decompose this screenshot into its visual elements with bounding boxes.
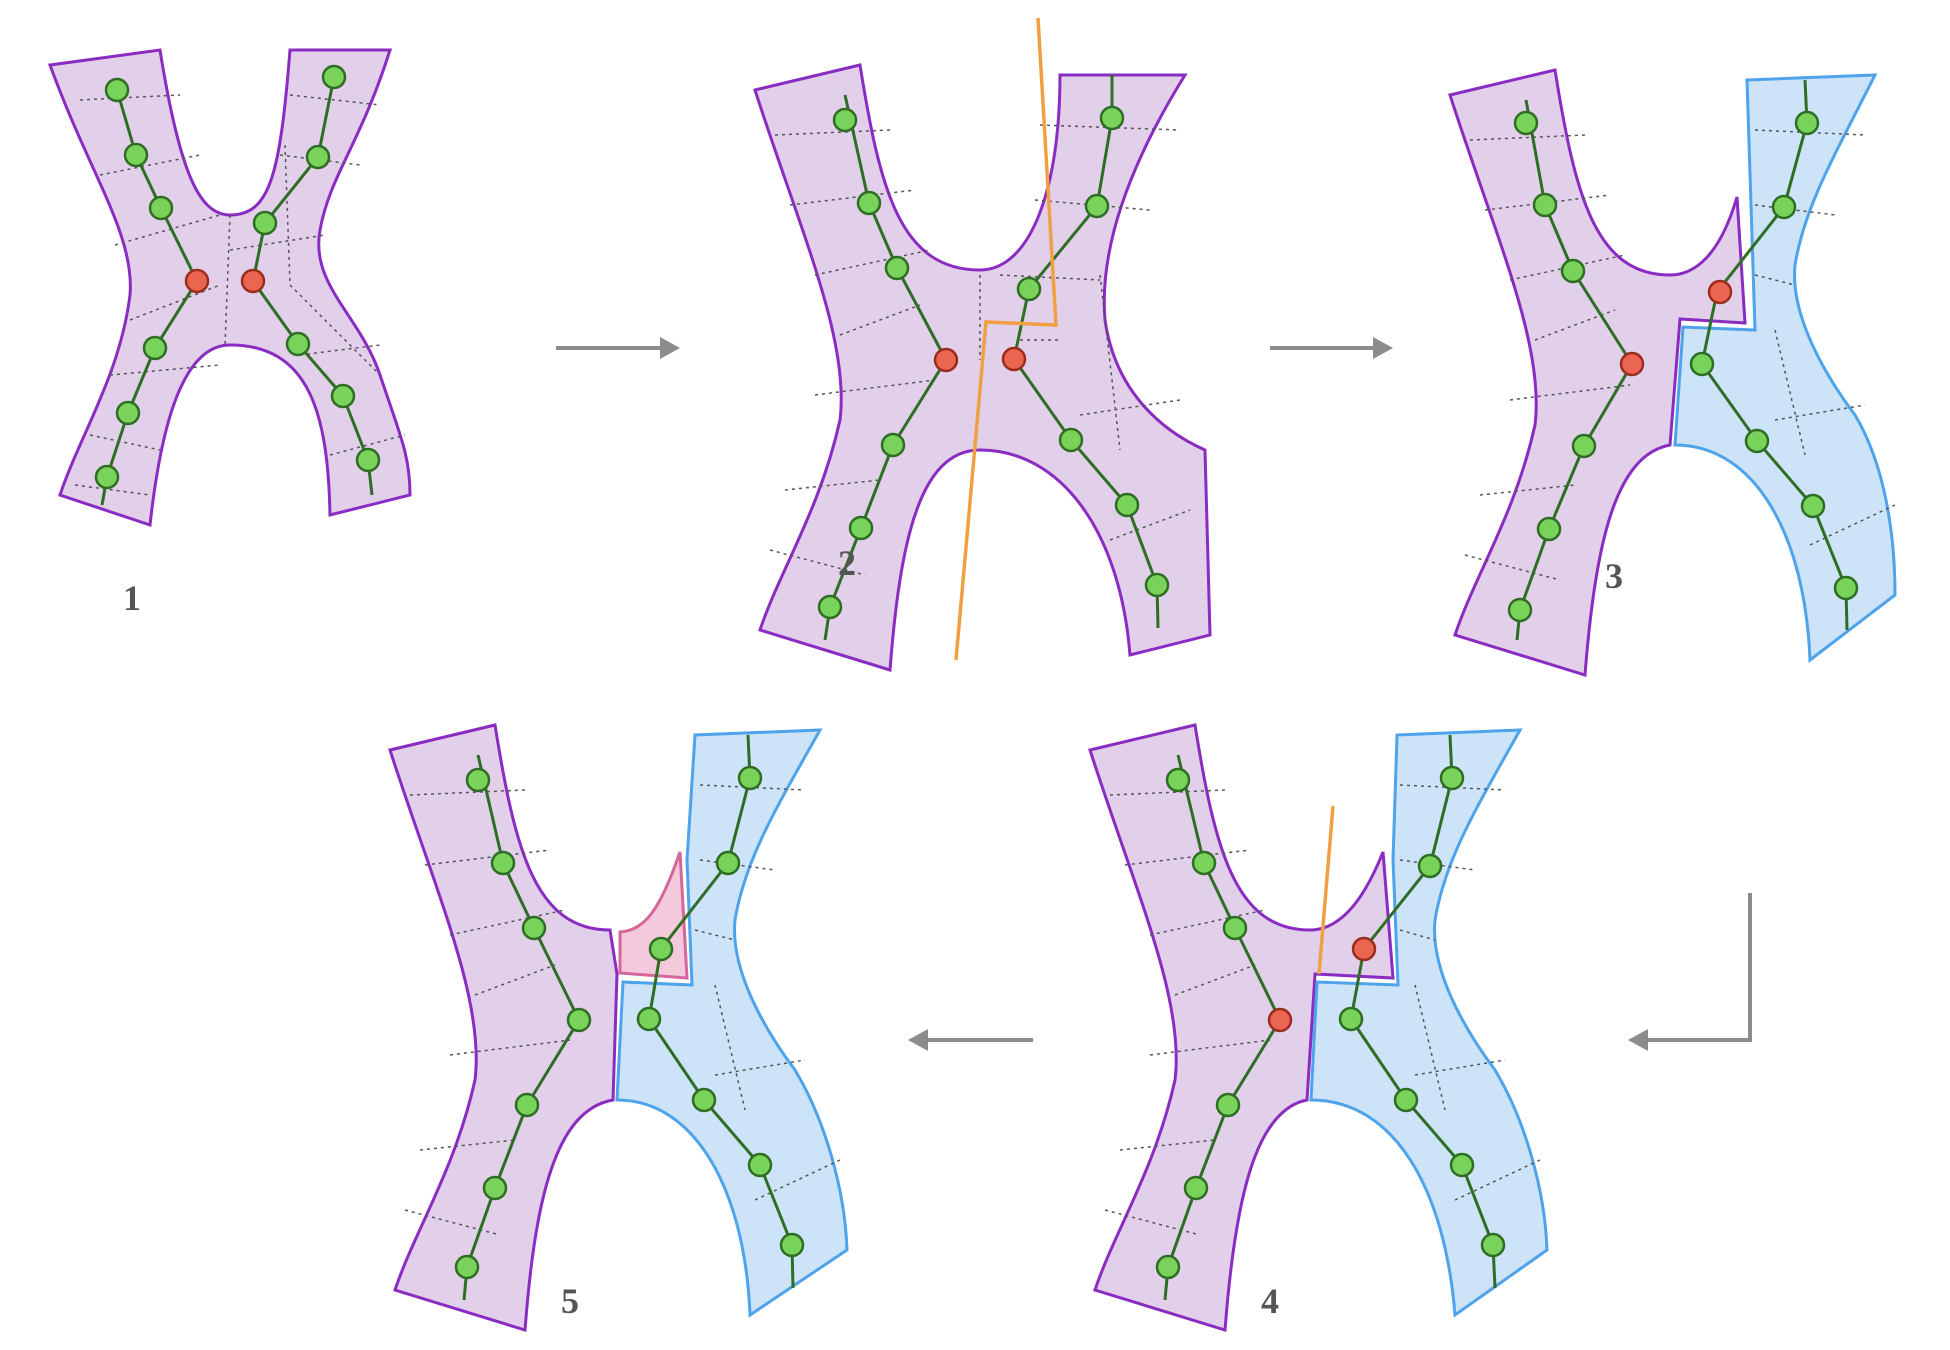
region-blue [1673,73,1897,663]
panel-label-2: 2 [838,543,856,583]
panel-3: 3 [1448,68,1897,677]
cut-line [954,17,1058,661]
panel-5: 5 [388,723,849,1332]
nodes-red [184,268,266,294]
panel-1: 1 [47,48,412,618]
region-purple [1088,723,1395,1332]
panel-label-5: 5 [561,1281,579,1321]
arrow-left [908,1029,1033,1051]
mesh-lines [404,784,841,1236]
region-blue [615,728,849,1318]
nodes-red [1619,279,1733,377]
arrow-right-1 [556,337,680,359]
mesh-lines [74,94,406,496]
nodes-green [94,64,381,490]
region-blue [1309,728,1549,1318]
panel-label-3: 3 [1605,556,1623,596]
panel-2: 2 [753,17,1212,672]
nodes-green [1155,765,1506,1280]
arrow-corner [1628,893,1752,1051]
region-purple [388,723,619,1332]
panel-label-1: 1 [123,578,141,618]
arrow-right-2 [1270,337,1393,359]
cut-line [1317,805,1335,975]
region-pink-fragment [618,851,689,980]
region-purple [47,48,412,528]
mesh-lines [1104,784,1541,1236]
region-purple [1448,68,1747,677]
nodes-green [454,765,805,1280]
nodes-red [933,346,1027,373]
nodes-red [1267,936,1377,1033]
panel-4: 4 [1088,723,1549,1332]
nodes-green [817,105,1170,620]
panel-label-4: 4 [1261,1281,1279,1321]
nodes-green [1507,110,1859,623]
